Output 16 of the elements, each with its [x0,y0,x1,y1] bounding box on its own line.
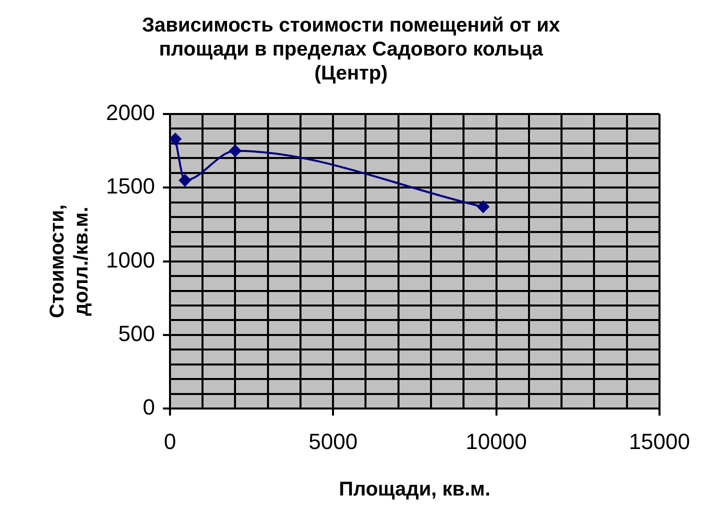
point [477,200,490,213]
x-tick-label: 0 [164,428,176,454]
x-tick-label: 5000 [308,428,358,454]
y-tick-label: 1000 [106,247,155,272]
point [170,133,182,146]
point [229,144,242,157]
x-tick-label: 10000 [466,428,527,454]
y-tick-label: 1500 [106,174,155,199]
x-tick-label: 15000 [628,428,690,454]
y-tick-label: 500 [118,321,155,346]
y-tick-label: 2000 [106,100,155,126]
point [178,174,191,186]
x-axis-title: Площади, кв.м. [338,478,490,501]
y-tick-label: 0 [142,394,155,420]
y-axis-title: Стоимости, долл./кв.м. [46,204,93,318]
chart-title: Зависимость стоимости помещений от их площади в пределах Садового кольца (Центр) [142,14,560,85]
